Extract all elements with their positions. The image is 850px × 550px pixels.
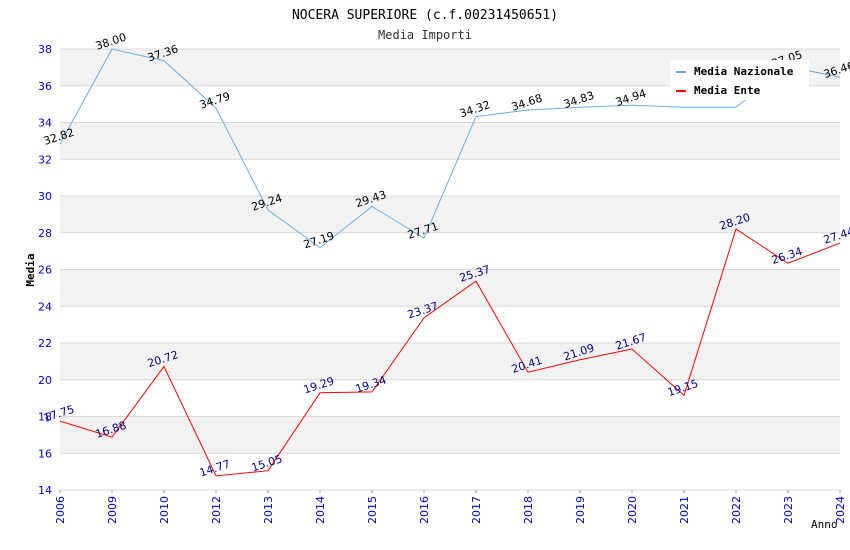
x-tick-label: 2015 [366,496,379,524]
chart-subtitle: Media Importi [378,28,472,42]
grid-band [60,269,840,307]
y-tick-label: 26 [38,264,52,277]
x-tick-label: 2023 [782,496,795,524]
data-label-media-nazionale: 34.32 [458,98,492,120]
y-tick-label: 28 [38,227,52,240]
y-tick-label: 32 [38,153,52,166]
y-tick-label: 16 [38,447,52,460]
y-tick-label: 22 [38,337,52,350]
x-axis-ticks: 2006 2009 2010 2012 2013 2014 2015 2016 2017 2018… [54,490,847,524]
x-tick-label: 2018 [522,496,535,524]
y-tick-label: 14 [38,484,52,497]
plot-background-bands [60,49,840,454]
y-tick-label: 34 [38,117,52,130]
x-tick-label: 2014 [314,496,327,524]
x-tick-label: 2016 [418,496,431,524]
legend: Media Nazionale Media Ente [670,60,809,100]
x-tick-label: 2017 [470,496,483,524]
gridlines [60,48,840,491]
x-tick-label: 2006 [54,496,67,524]
grid-band [60,122,840,160]
legend-label-media-ente: Media Ente [694,84,761,97]
x-tick-label: 2019 [574,496,587,524]
y-tick-label: 24 [38,300,52,313]
series-lines [59,48,841,477]
series-line-media-nazionale [59,48,841,249]
x-tick-label: 2022 [730,496,743,524]
y-axis-ticks: 14 16 18 20 22 24 26 28 30 32 34 36 38 [38,43,52,497]
data-label-media-ente: 14.77 [198,457,232,479]
legend-box [670,60,809,100]
y-tick-label: 20 [38,374,52,387]
y-tick-label: 30 [38,190,52,203]
x-tick-label: 2020 [626,496,639,524]
data-label-media-ente: 26.34 [770,245,804,267]
y-tick-label: 18 [38,411,52,424]
x-tick-label: 2013 [262,496,275,524]
y-axis-label: Media [24,253,37,286]
series-line-media-ente [59,228,841,477]
grid-band [60,196,840,233]
x-tick-label: 2009 [106,496,119,524]
legend-label-media-nazionale: Media Nazionale [694,65,794,78]
x-tick-label: 2012 [210,496,223,524]
data-label-media-nazionale: 34.79 [198,90,232,112]
y-tick-label: 38 [38,43,52,56]
y-tick-label: 36 [38,80,52,93]
x-tick-label: 2021 [678,496,691,524]
x-tick-label: 2010 [158,496,171,524]
data-label-media-ente: 19.15 [666,377,700,399]
chart-title: NOCERA SUPERIORE (c.f.00231450651) [292,8,558,23]
grid-band [60,343,840,380]
grid-band [60,416,840,454]
x-axis-label: Anno [811,518,838,531]
x-tick-label: 2024 [834,496,847,524]
